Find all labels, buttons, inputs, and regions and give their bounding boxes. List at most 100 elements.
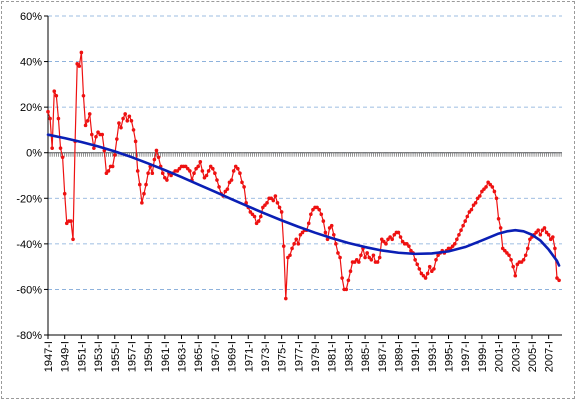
x-tick-label: 1991-I: [410, 341, 422, 372]
data-point: [513, 273, 518, 278]
x-tick-label: 2005-I: [527, 341, 539, 372]
data-point: [417, 267, 422, 271]
data-point: [165, 178, 169, 182]
data-point: [256, 219, 261, 223]
x-tick-label: 1973-I: [260, 341, 272, 372]
data-point: [50, 146, 54, 150]
data-point: [542, 226, 547, 230]
data-point: [475, 196, 480, 201]
data-point: [121, 116, 125, 121]
data-point: [367, 255, 372, 260]
data-point: [204, 173, 209, 178]
data-point: [290, 246, 294, 251]
data-point: [359, 253, 363, 258]
data-point: [511, 264, 515, 269]
data-point: [300, 230, 305, 235]
data-point: [436, 253, 440, 258]
data-point: [154, 148, 159, 153]
data-point: [379, 237, 384, 242]
data-point: [200, 169, 205, 173]
data-point: [405, 242, 409, 246]
y-tick-label: -40%: [16, 239, 42, 251]
data-point: [455, 237, 459, 242]
data-point: [137, 182, 142, 187]
x-tick-label: 1969-I: [227, 341, 239, 372]
data-point: [92, 146, 96, 150]
data-point: [211, 166, 215, 171]
y-tick-label: 20%: [20, 102, 42, 114]
data-point: [129, 119, 134, 123]
data-point: [484, 185, 488, 189]
data-point: [269, 196, 274, 201]
data-point: [229, 178, 234, 182]
data-point: [340, 276, 344, 280]
data-point: [77, 64, 82, 68]
data-point: [263, 203, 267, 207]
x-tick-label: 1947-I: [43, 341, 55, 372]
data-point: [540, 228, 545, 232]
data-point: [480, 189, 484, 194]
data-point: [62, 191, 67, 196]
y-tick-label: 0%: [26, 148, 42, 160]
data-point: [75, 62, 79, 66]
data-point: [492, 189, 497, 194]
data-point: [557, 278, 561, 283]
data-point: [79, 50, 84, 55]
data-point: [327, 226, 332, 230]
data-point: [421, 273, 426, 278]
data-point: [194, 166, 198, 171]
x-tick-label: 1967-I: [210, 341, 222, 372]
data-point: [265, 201, 269, 205]
x-tick-label: 2001-I: [494, 341, 506, 372]
data-point: [375, 260, 380, 264]
data-point: [425, 271, 430, 276]
data-point: [390, 237, 395, 242]
data-point: [85, 119, 90, 123]
data-point: [354, 258, 359, 262]
data-point: [528, 237, 532, 242]
x-tick-label: 1981-I: [327, 341, 339, 372]
data-point: [388, 235, 392, 239]
x-tick-label: 1963-I: [177, 341, 189, 372]
data-point: [64, 221, 69, 226]
data-point: [156, 155, 161, 160]
data-point: [273, 194, 278, 198]
data-point: [551, 235, 555, 239]
data-point: [369, 258, 374, 262]
data-point: [459, 228, 463, 232]
data-point: [286, 255, 290, 260]
data-point: [471, 203, 476, 207]
data-point: [457, 232, 461, 237]
x-tick-label: 1999-I: [477, 341, 489, 372]
data-point: [288, 253, 292, 258]
x-tick-label: 1961-I: [160, 341, 172, 372]
data-point: [407, 244, 411, 248]
data-point: [250, 212, 255, 217]
data-point: [54, 93, 59, 98]
trend-line: [46, 133, 561, 267]
y-axis: 60% 40% 20% 0% -20% -40% -60% -80%: [16, 11, 49, 342]
data-point: [486, 180, 490, 185]
data-point: [434, 258, 438, 262]
data-point: [430, 269, 434, 274]
x-tick-label: 2003-I: [510, 341, 522, 372]
data-point: [94, 134, 98, 139]
data-point: [48, 116, 52, 121]
data-point: [142, 191, 146, 196]
data-point: [196, 164, 200, 169]
data-point: [505, 251, 509, 255]
data-point: [469, 207, 474, 212]
data-point: [450, 244, 455, 248]
data-point: [56, 116, 61, 121]
data-point: [396, 230, 401, 235]
data-point: [183, 164, 188, 169]
data-point: [334, 242, 338, 246]
x-tick-label: 1959-I: [143, 341, 155, 372]
data-point: [238, 171, 242, 176]
data-point: [338, 255, 342, 260]
x-tick-label: 1997-I: [460, 341, 472, 372]
data-point: [46, 109, 50, 114]
data-point: [467, 210, 472, 214]
data-point: [69, 219, 73, 223]
